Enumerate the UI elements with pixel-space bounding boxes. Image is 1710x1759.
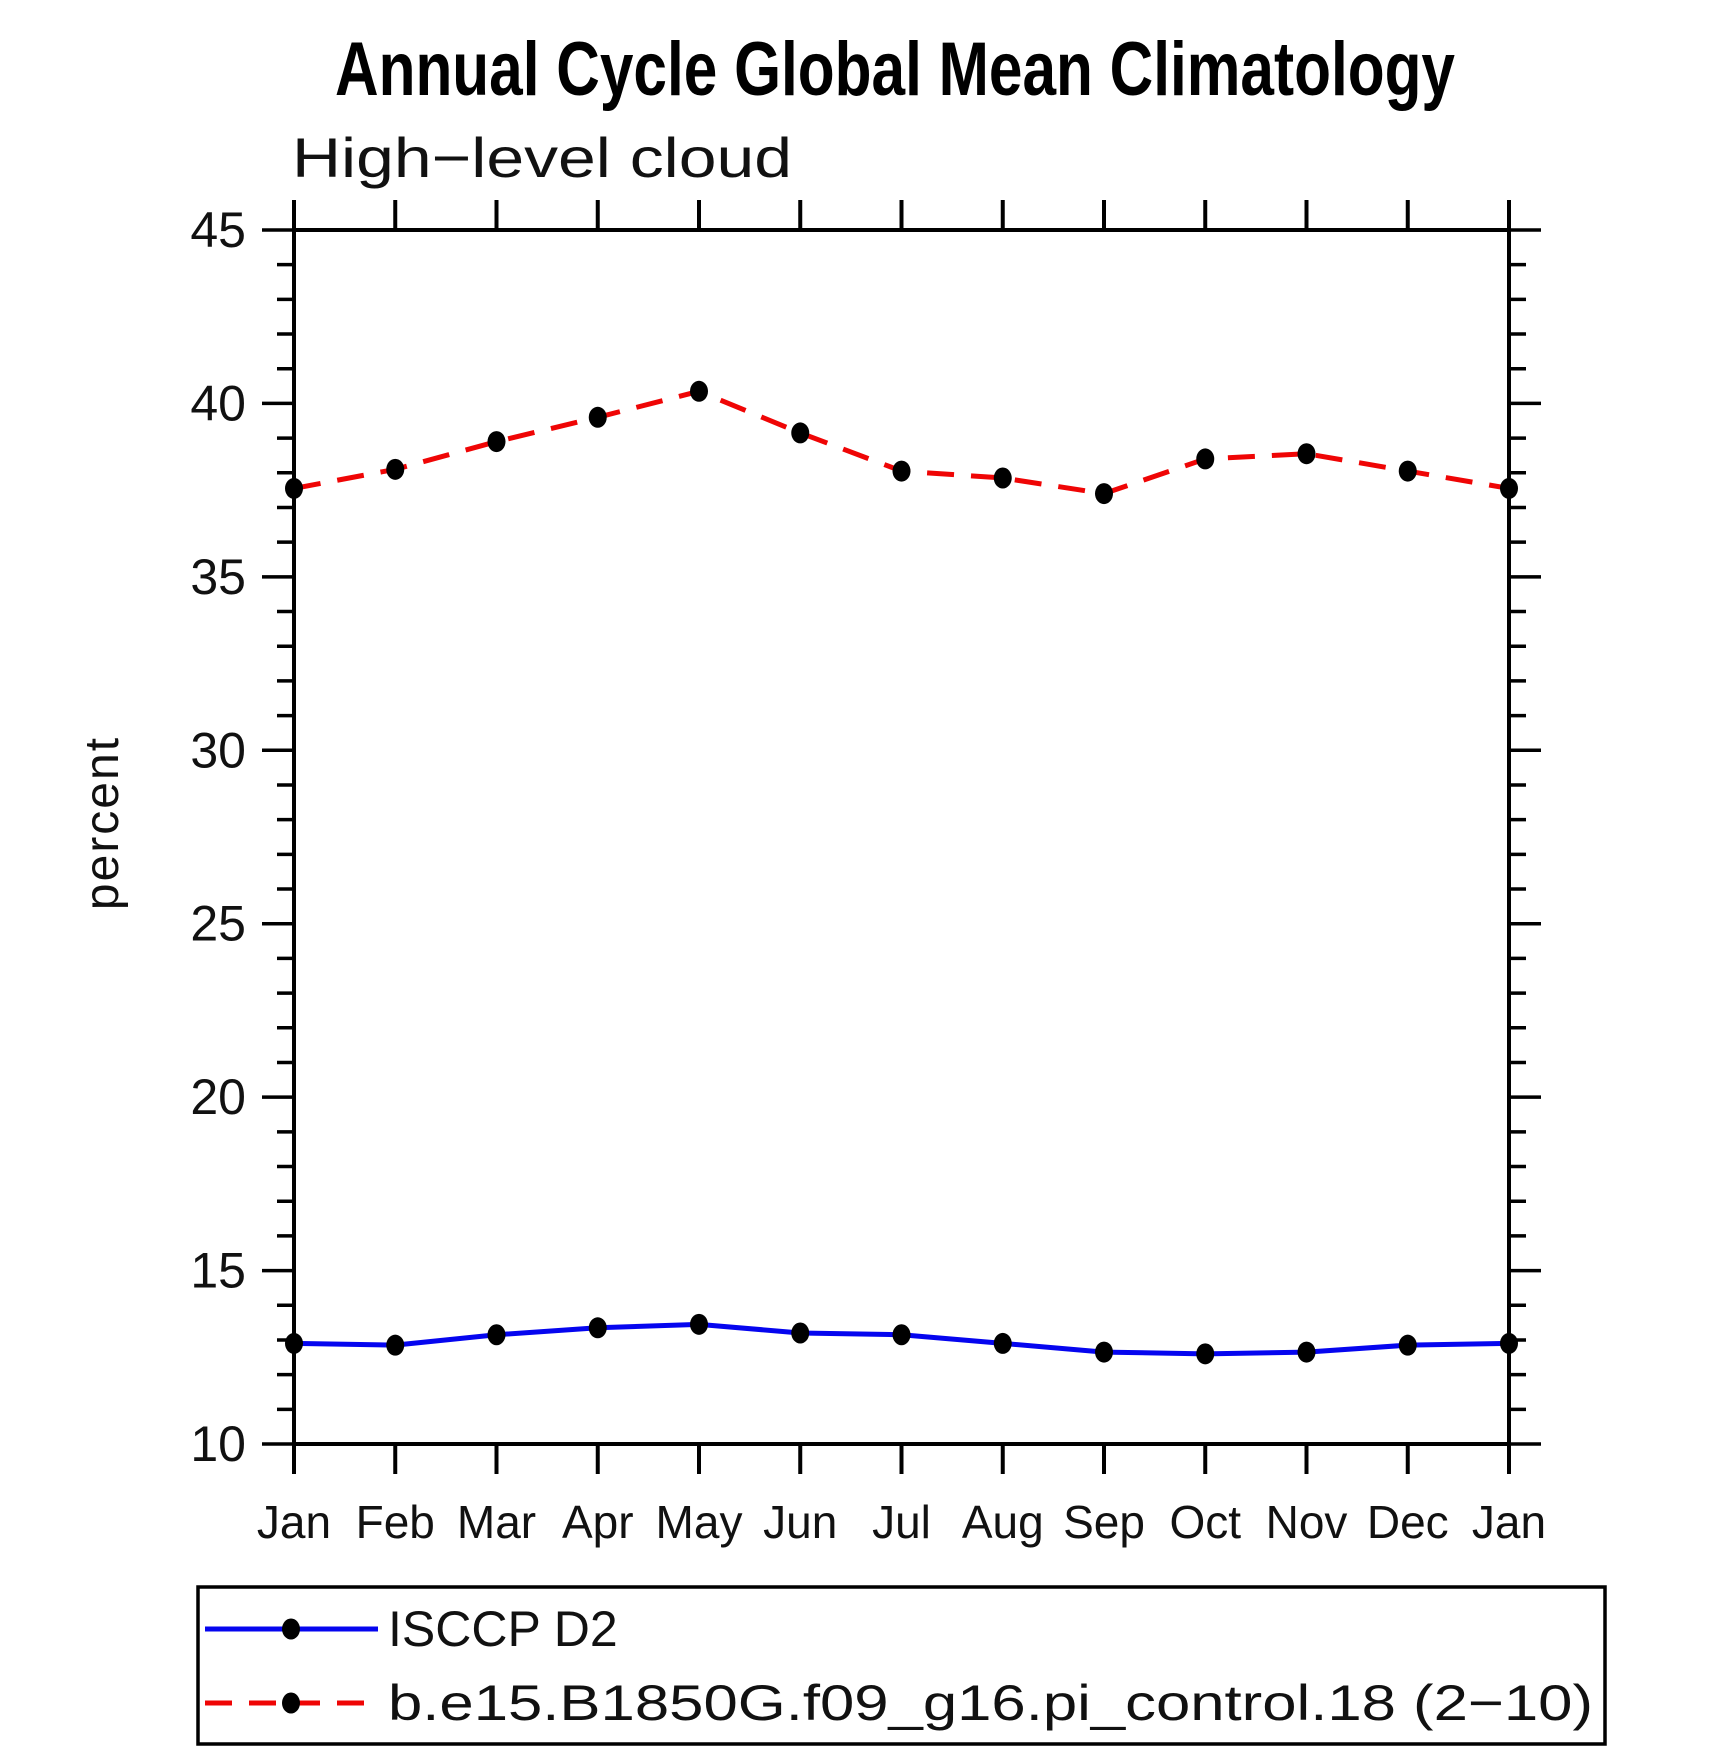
y-axis-tick-label: 15 [190,1243,246,1299]
y-axis-tick-label: 45 [190,202,246,258]
legend-marker [282,1692,300,1714]
data-point-marker [892,460,911,482]
data-point-marker [993,1332,1012,1354]
data-point-marker [285,477,303,499]
y-axis-labels: 10 15 20 25 30 35 40 45 [190,202,246,1472]
x-axis-month-label: Jun [763,1496,837,1548]
data-point-marker [1196,448,1215,470]
data-point-marker [1500,477,1518,499]
data-point-marker [690,1313,708,1335]
y-axis-title: percent [76,736,129,910]
data-point-marker [386,458,405,480]
plot-frame [292,228,1511,1446]
data-point-marker [487,1324,506,1346]
x-axis-month-label: Feb [356,1496,435,1548]
y-axis-tick-label: 35 [190,549,246,605]
legend-label: ISCCP D2 [388,1601,618,1657]
data-point-marker [588,1317,607,1339]
data-point-marker [1500,1332,1518,1354]
x-axis-month-label: Dec [1367,1496,1449,1548]
x-axis-labels: Jan Feb Mar Apr May Jun Jul Aug Sep Oct Nov Dec Jan [257,1496,1546,1548]
legend-box [196,1585,1607,1746]
data-point-marker [993,467,1012,489]
data-point-marker [1095,1341,1113,1363]
data-point-marker [1398,1334,1417,1356]
data-point-marker [1297,443,1316,465]
axes [262,200,1541,1474]
x-axis-month-label: Sep [1063,1496,1145,1548]
data-point-marker [588,406,607,428]
legend-marker [282,1618,300,1640]
chart-subtitle: High−level cloud [292,126,792,189]
x-axis-month-label: Apr [562,1496,634,1548]
x-axis-month-label: Nov [1266,1496,1348,1548]
chart-title: Annual Cycle Global Mean Climatology [335,27,1455,112]
x-axis-month-label: Aug [962,1496,1044,1548]
y-axis-tick-label: 10 [190,1416,246,1472]
legend-label: b.e15.B1850G.f09_g16.pi_control.18 (2−10… [388,1675,1593,1731]
x-axis-month-label: May [656,1496,743,1548]
x-axis-month-label: Jul [872,1496,931,1548]
data-series [285,380,1518,1365]
y-axis-tick-label: 25 [190,896,246,952]
data-point-marker [1297,1341,1316,1363]
data-point-marker [487,431,506,453]
x-axis-month-label: Mar [457,1496,536,1548]
data-point-marker [690,380,708,402]
data-point-marker [892,1324,911,1346]
data-point-marker [791,422,810,444]
data-point-marker [386,1334,405,1356]
data-point-marker [1398,460,1417,482]
legend: ISCCP D2 b.e15.B1850G.f09_g16.pi_control.… [196,1585,1607,1746]
y-axis-tick-label: 30 [190,722,246,778]
data-point-marker [1196,1343,1215,1365]
data-point-marker [285,1332,303,1354]
y-axis-tick-label: 20 [190,1069,246,1125]
x-axis-month-label: Oct [1169,1496,1241,1548]
x-axis-month-label: Jan [257,1496,331,1548]
y-axis-tick-label: 40 [190,375,246,431]
data-point-marker [1095,483,1113,505]
x-axis-month-label: Jan [1472,1496,1546,1548]
data-point-marker [791,1322,810,1344]
